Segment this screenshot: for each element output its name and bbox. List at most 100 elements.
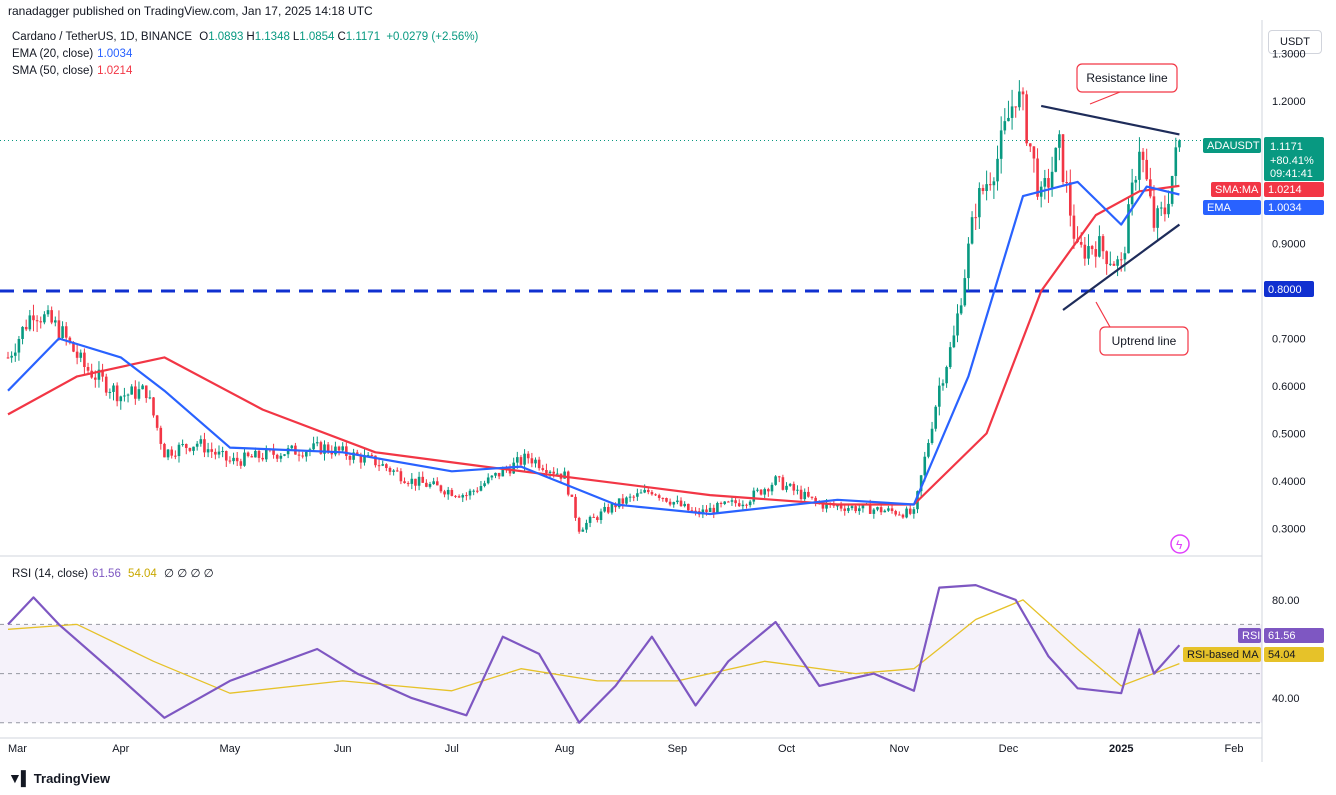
candle-body (734, 500, 737, 504)
candle-body (1047, 178, 1050, 188)
candle-body (803, 491, 807, 500)
candle-body (563, 471, 566, 479)
candle-body (959, 305, 963, 314)
candle-body (366, 454, 370, 456)
candle-body (305, 451, 308, 457)
legend-ohlc-key: O (199, 31, 209, 43)
legend-ohlc: O1.0893 H1.1348 L1.0854 C1.1171 (199, 31, 383, 43)
rsi-ma-tag-badge-bg (1183, 647, 1261, 662)
candle-body (39, 321, 43, 323)
resistance-box (1076, 63, 1178, 93)
candle-body (603, 506, 606, 512)
publish-line: ranadagger published on TradingView.com,… (8, 4, 373, 18)
time-tick-label: Dec (999, 743, 1019, 755)
candle-body (516, 457, 519, 463)
candle-body (581, 529, 585, 532)
candle-body (210, 449, 214, 452)
rsi-value-badge-bg (1264, 628, 1324, 643)
candle-body (461, 495, 465, 498)
candle-body (72, 342, 75, 352)
time-tick-label: Apr (112, 743, 129, 755)
candle-body (730, 500, 734, 502)
candle-body (970, 217, 974, 244)
candle-body (799, 489, 803, 500)
candle-body (1025, 94, 1028, 144)
candle-body (508, 469, 512, 474)
candle-body (763, 489, 767, 495)
candle-body (214, 451, 217, 455)
legend-sma-row[interactable]: SMA (50, close) 1.0214 (12, 65, 132, 77)
candle-body (83, 352, 86, 368)
ema-value-badge-bg (1264, 200, 1324, 215)
candle-body (86, 367, 90, 371)
candle-body (1116, 259, 1119, 266)
candle-body (650, 492, 654, 495)
candle-body (246, 452, 250, 457)
candle-body (898, 514, 901, 516)
price-tick-label: 0.4000 (1272, 476, 1306, 488)
ema-value-badge-text: 1.0034 (1268, 202, 1302, 214)
candle-body (748, 501, 752, 506)
candle-body (439, 485, 443, 492)
candle-body (599, 511, 603, 521)
time-tick-label: 2025 (1109, 743, 1133, 755)
candle-body (566, 471, 570, 495)
candle-body (475, 490, 479, 492)
candle-body (956, 313, 959, 336)
candle-body (330, 451, 334, 455)
candle-body (1054, 147, 1058, 172)
candle-body (617, 498, 621, 508)
candle-body (374, 455, 377, 466)
candle-body (927, 442, 930, 457)
candle-body (1119, 259, 1123, 261)
candle-body (221, 451, 224, 453)
candle-body (1010, 106, 1014, 118)
candle-body (184, 444, 188, 449)
resistance-label: Resistance line (1086, 71, 1168, 85)
candle-body (636, 493, 639, 497)
price-tick-label: 1.3000 (1272, 49, 1306, 61)
candle-body (228, 460, 232, 462)
legend-ema-row[interactable]: EMA (20, close) 1.0034 (12, 48, 132, 60)
candle-body (988, 184, 992, 186)
ema-tag-badge-text: EMA (1207, 202, 1232, 214)
candle-body (501, 468, 505, 477)
candle-body (1087, 246, 1090, 259)
candle-body (519, 457, 523, 465)
candle-body (657, 495, 661, 498)
candle-body (243, 452, 246, 466)
legend-rsi-row[interactable]: RSI (14, close) 61.56 54.04 ∅ ∅ ∅ ∅ (12, 566, 214, 580)
candle-body (1061, 134, 1065, 183)
candle-body (606, 506, 610, 513)
candle-body (64, 326, 68, 338)
candle-body (807, 491, 810, 497)
candle-body (75, 351, 79, 358)
candle-body (701, 509, 705, 515)
candle-body (17, 338, 21, 353)
price-tick-label: 0.3000 (1272, 523, 1306, 535)
rsi-tag-badge-text: RSI (1242, 630, 1260, 642)
candle-body (250, 456, 254, 458)
candle-body (319, 442, 323, 454)
currency-button[interactable]: USDT (1268, 30, 1322, 54)
candle-body (435, 481, 439, 486)
rsi-tick-label: 40.00 (1272, 693, 1300, 705)
candle-body (596, 517, 599, 521)
candle-body (414, 478, 417, 486)
candle-body (101, 369, 104, 377)
candle-body (1123, 253, 1127, 260)
tradingview-logo[interactable]: ▼▌ TradingView (8, 770, 110, 786)
candle-body (767, 489, 770, 492)
candle-body (188, 448, 192, 451)
candle-body (574, 496, 577, 518)
candle-body (716, 502, 719, 514)
candle-body (126, 394, 130, 396)
candle-body (1050, 171, 1054, 188)
ema-tag-badge-bg (1203, 200, 1261, 215)
resistance-callout: Resistance line (1076, 63, 1178, 105)
candles-group (6, 80, 1181, 534)
candle-body (1163, 207, 1167, 215)
candle-body (534, 459, 537, 464)
legend-rsi-label: RSI (14, close) (12, 568, 89, 580)
